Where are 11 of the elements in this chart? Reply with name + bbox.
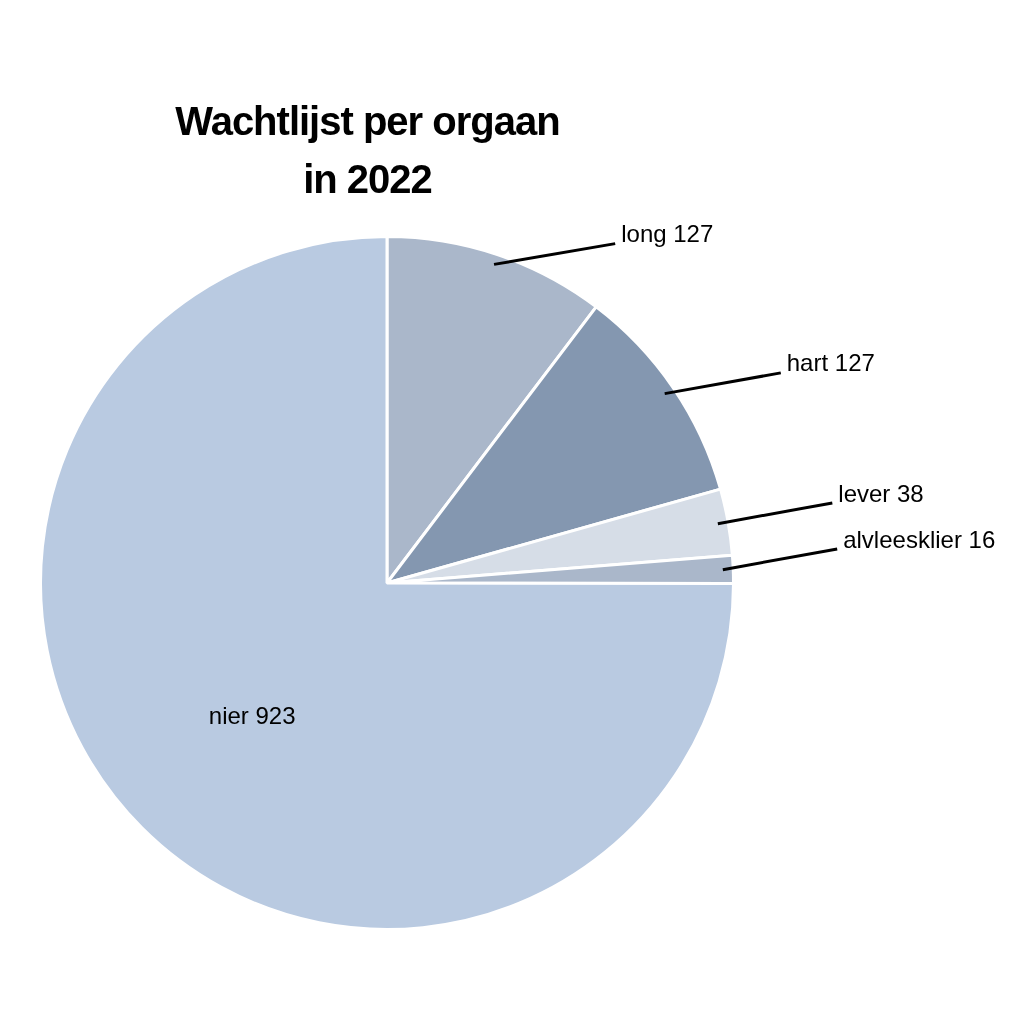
slice-label: alvleesklier — [843, 525, 969, 553]
data-label: 127 — [673, 220, 714, 248]
data-label: 38 — [897, 479, 924, 507]
slice-label: long — [621, 220, 674, 248]
slice-label: lever — [838, 479, 898, 507]
data-label: 923 — [255, 702, 296, 730]
chart-title: Wachtlijst per orgaan in 2022 — [174, 98, 561, 203]
data-label: 127 — [834, 349, 875, 377]
data-label: 16 — [968, 525, 996, 553]
slice-label: hart — [786, 349, 835, 377]
slice-label: nier — [208, 702, 256, 730]
